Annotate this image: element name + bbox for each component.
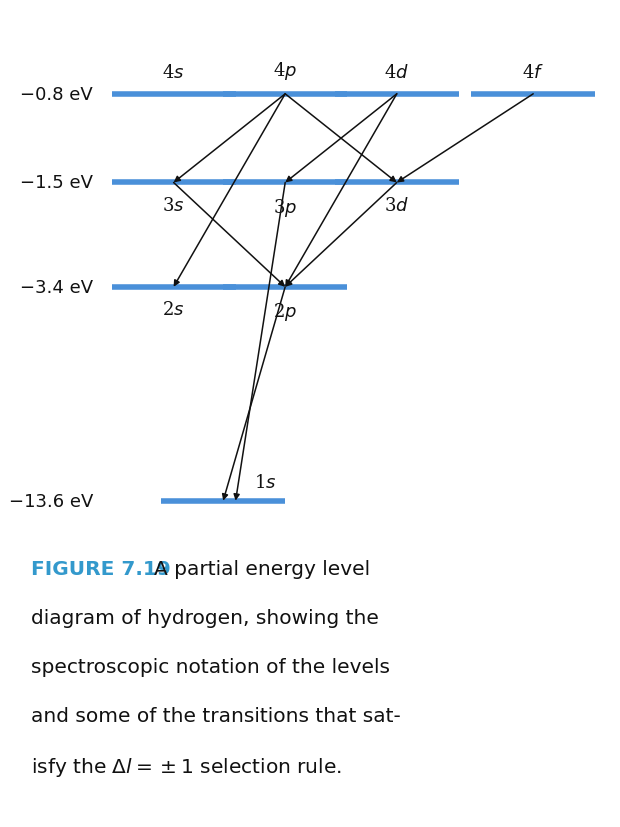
Text: $\mathregular{4}$$\it{f}$: $\mathregular{4}$$\it{f}$ bbox=[522, 64, 544, 82]
Text: $\mathregular{4}$$\it{d}$: $\mathregular{4}$$\it{d}$ bbox=[384, 64, 409, 82]
Text: $\mathregular{2}$$\it{s}$: $\mathregular{2}$$\it{s}$ bbox=[162, 300, 185, 318]
Text: $\mathregular{1}$$\it{s}$: $\mathregular{1}$$\it{s}$ bbox=[254, 474, 277, 492]
Text: $\mathregular{4}$$\it{p}$: $\mathregular{4}$$\it{p}$ bbox=[273, 60, 297, 82]
Text: $\mathregular{4}$$\it{s}$: $\mathregular{4}$$\it{s}$ bbox=[162, 64, 185, 82]
Text: and some of the transitions that sat-: and some of the transitions that sat- bbox=[31, 706, 401, 725]
Text: −1.5 eV: −1.5 eV bbox=[20, 174, 93, 192]
Text: −3.4 eV: −3.4 eV bbox=[20, 279, 93, 296]
Text: diagram of hydrogen, showing the: diagram of hydrogen, showing the bbox=[31, 609, 379, 628]
Text: −0.8 eV: −0.8 eV bbox=[20, 86, 93, 103]
Text: spectroscopic notation of the levels: spectroscopic notation of the levels bbox=[31, 657, 390, 676]
Text: $\mathregular{3}$$\it{d}$: $\mathregular{3}$$\it{d}$ bbox=[384, 196, 409, 214]
Text: −13.6 eV: −13.6 eV bbox=[9, 492, 93, 510]
Text: $\mathregular{3}$$\it{p}$: $\mathregular{3}$$\it{p}$ bbox=[273, 196, 297, 218]
Text: isfy the $\Delta l = \pm 1$ selection rule.: isfy the $\Delta l = \pm 1$ selection ru… bbox=[31, 755, 342, 778]
Text: $\mathregular{2}$$\it{p}$: $\mathregular{2}$$\it{p}$ bbox=[273, 300, 297, 323]
Text: FIGURE 7.19: FIGURE 7.19 bbox=[31, 559, 171, 578]
Text: $\mathregular{3}$$\it{s}$: $\mathregular{3}$$\it{s}$ bbox=[162, 196, 185, 214]
Text: A partial energy level: A partial energy level bbox=[154, 559, 370, 578]
